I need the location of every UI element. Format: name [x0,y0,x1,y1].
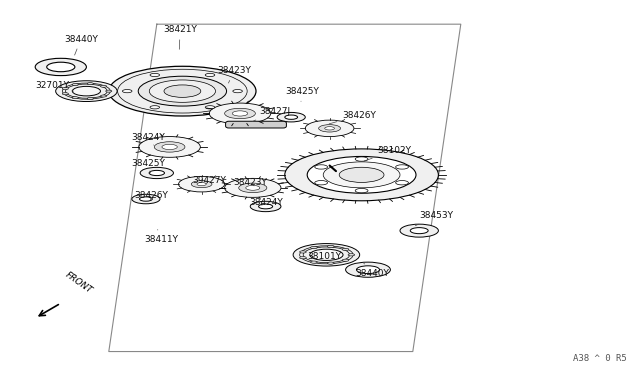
Ellipse shape [293,244,360,266]
Ellipse shape [356,266,380,273]
Ellipse shape [346,262,390,277]
Ellipse shape [35,58,86,76]
Ellipse shape [139,137,200,157]
Ellipse shape [305,120,354,137]
Ellipse shape [310,261,317,263]
Ellipse shape [315,165,328,169]
Ellipse shape [225,108,255,119]
Text: 38453Y: 38453Y [415,211,453,226]
Ellipse shape [164,85,201,97]
Text: 38426Y: 38426Y [134,191,168,200]
Text: 38101Y: 38101Y [307,249,341,261]
Text: 38424Y: 38424Y [131,133,165,145]
Ellipse shape [342,259,349,262]
Ellipse shape [232,111,248,116]
Ellipse shape [355,189,368,193]
Ellipse shape [355,157,368,161]
Ellipse shape [323,162,400,188]
Ellipse shape [225,178,281,198]
Ellipse shape [150,73,159,77]
Text: 38427J: 38427J [252,107,291,122]
Ellipse shape [154,142,185,152]
Ellipse shape [348,254,355,256]
Ellipse shape [250,201,281,212]
Text: 32701Y: 32701Y [35,81,74,91]
Ellipse shape [150,106,159,109]
Ellipse shape [285,149,438,201]
Ellipse shape [132,194,160,204]
Ellipse shape [328,262,334,264]
Text: 38421Y: 38421Y [163,25,197,49]
Text: 38411Y: 38411Y [144,230,178,244]
Text: 38425Y: 38425Y [285,87,319,102]
Ellipse shape [310,246,317,248]
Ellipse shape [47,62,75,72]
Text: 38426Y: 38426Y [329,111,376,124]
Ellipse shape [149,170,164,176]
Ellipse shape [149,80,216,102]
Text: 38440Y: 38440Y [355,263,389,278]
Ellipse shape [310,249,343,260]
Text: FRONT: FRONT [64,271,94,296]
Ellipse shape [324,127,335,130]
Ellipse shape [205,106,215,109]
Ellipse shape [62,93,68,95]
Text: 39427Y: 39427Y [192,176,226,185]
Ellipse shape [410,228,428,234]
Ellipse shape [100,85,107,87]
Ellipse shape [300,257,307,259]
Ellipse shape [277,112,305,122]
Text: 38424Y: 38424Y [250,198,284,207]
Ellipse shape [328,246,334,248]
Ellipse shape [396,165,408,169]
Ellipse shape [140,197,152,201]
Ellipse shape [319,125,340,132]
Ellipse shape [197,183,206,186]
Text: 38425Y: 38425Y [131,159,165,173]
Ellipse shape [246,186,260,190]
Ellipse shape [285,115,298,119]
Ellipse shape [72,86,100,96]
Ellipse shape [72,84,78,86]
Ellipse shape [138,76,227,106]
Ellipse shape [87,83,93,85]
Ellipse shape [205,73,215,77]
Ellipse shape [122,90,132,93]
Ellipse shape [87,97,93,100]
Ellipse shape [339,167,384,182]
Ellipse shape [307,157,416,193]
Ellipse shape [62,87,68,90]
Ellipse shape [342,248,349,250]
Text: 38102Y: 38102Y [364,146,412,161]
Text: A38 ^ 0 R5: A38 ^ 0 R5 [573,354,627,363]
Ellipse shape [106,90,112,92]
Ellipse shape [315,180,328,185]
Ellipse shape [162,144,177,150]
Ellipse shape [396,180,408,185]
FancyBboxPatch shape [226,121,287,128]
Ellipse shape [100,95,107,97]
Ellipse shape [109,66,256,116]
Ellipse shape [400,224,438,237]
Ellipse shape [179,176,225,192]
Ellipse shape [191,181,212,187]
Text: 38423Y: 38423Y [218,66,252,83]
Ellipse shape [72,97,78,99]
Ellipse shape [259,204,273,209]
Ellipse shape [239,183,267,193]
Ellipse shape [300,251,307,253]
Text: 38423Y: 38423Y [234,178,268,187]
Ellipse shape [233,90,243,93]
Text: 38440Y: 38440Y [64,35,98,55]
Ellipse shape [140,167,173,179]
Ellipse shape [209,103,271,124]
Ellipse shape [56,81,117,102]
